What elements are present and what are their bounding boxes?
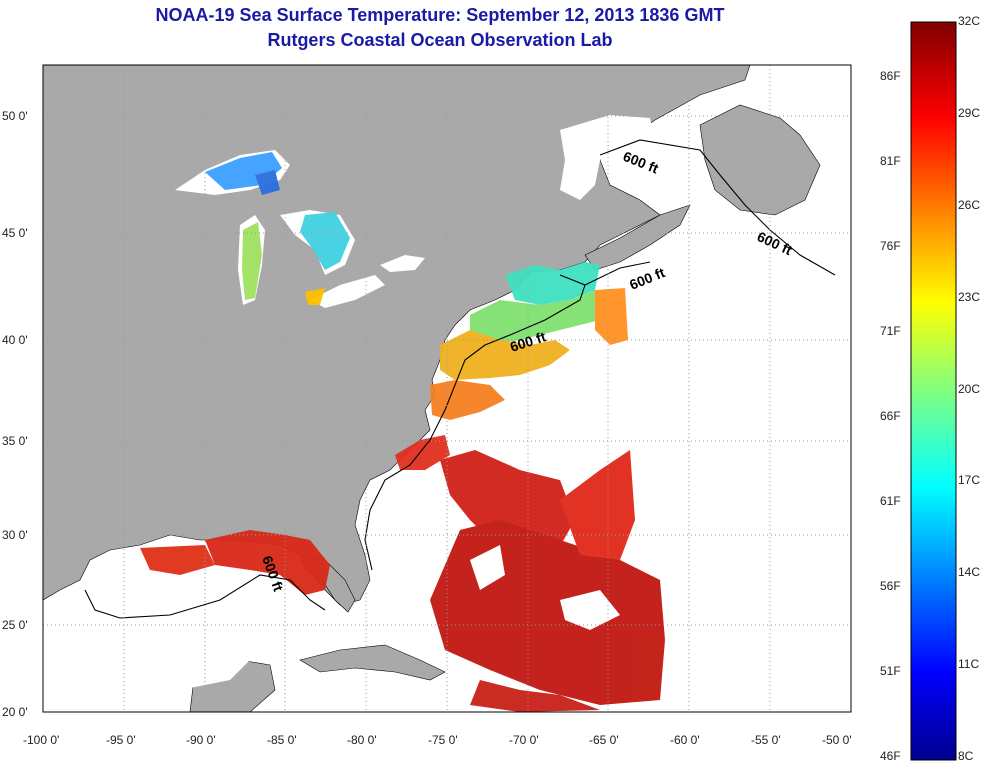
- y-tick-label: 40 0': [2, 333, 28, 347]
- gulf-st-lawrence: [560, 115, 655, 200]
- land-nova-scotia: [584, 204, 691, 271]
- x-tick-label: -75 0': [428, 733, 458, 747]
- x-tick-label: -85 0': [267, 733, 297, 747]
- x-tick-label: -70 0': [509, 733, 539, 747]
- x-tick-label: -60 0': [670, 733, 700, 747]
- grid-lines: [43, 65, 851, 712]
- x-tick-label: -65 0': [589, 733, 619, 747]
- colorbar-fahrenheit-label: 81F: [880, 154, 901, 168]
- colorbar-celsius-label: 20C: [958, 382, 981, 396]
- map-title: NOAA-19 Sea Surface Temperature: Septemb…: [155, 5, 725, 25]
- colorbar-fahrenheit-label: 71F: [880, 324, 901, 338]
- lake-ontario: [380, 255, 425, 272]
- isobath-600ft: [84, 139, 836, 619]
- colorbar-celsius-label: 26C: [958, 198, 981, 212]
- colorbar-fahrenheit-label: 86F: [880, 69, 901, 83]
- colorbar-celsius-label: 11C: [958, 657, 980, 671]
- y-tick-label: 25 0': [2, 618, 28, 632]
- x-tick-label: -80 0': [347, 733, 377, 747]
- y-tick-label: 20 0': [2, 705, 28, 719]
- x-tick-label: -50 0': [822, 733, 852, 747]
- colorbar-celsius-label: 23C: [958, 290, 981, 304]
- y-tick-label: 45 0': [2, 226, 28, 240]
- colorbar: [910, 21, 957, 761]
- colorbar-fahrenheit-label: 46F: [880, 749, 901, 763]
- x-tick-label: -90 0': [186, 733, 216, 747]
- colorbar-celsius-label: 14C: [958, 565, 981, 579]
- colorbar-fahrenheit-label: 61F: [880, 494, 901, 508]
- x-tick-label: -95 0': [106, 733, 136, 747]
- map-border: [42, 64, 852, 713]
- map-subtitle: Rutgers Coastal Ocean Observation Lab: [267, 30, 613, 50]
- colorbar-fahrenheit-label: 56F: [880, 579, 901, 593]
- colorbar-fahrenheit-label: 76F: [880, 239, 901, 253]
- y-tick-label: 50 0': [2, 109, 28, 123]
- land-north-america: [43, 65, 751, 606]
- lake-erie: [310, 275, 385, 308]
- y-tick-label: 35 0': [2, 434, 28, 448]
- colorbar-fahrenheit-label: 51F: [880, 664, 901, 678]
- land-cuba: [299, 644, 446, 681]
- y-tick-label: 30 0': [2, 528, 28, 542]
- colorbar-celsius-label: 17C: [958, 473, 981, 487]
- colorbar-fahrenheit-label: 66F: [880, 409, 901, 423]
- colorbar-celsius-label: 8C: [958, 749, 974, 763]
- x-tick-label: -55 0': [751, 733, 781, 747]
- colorbar-celsius-label: 32C: [958, 14, 981, 28]
- colorbar-celsius-label: 29C: [958, 106, 981, 120]
- x-tick-label: -100 0': [23, 733, 60, 747]
- cloud-mask: [90, 420, 620, 690]
